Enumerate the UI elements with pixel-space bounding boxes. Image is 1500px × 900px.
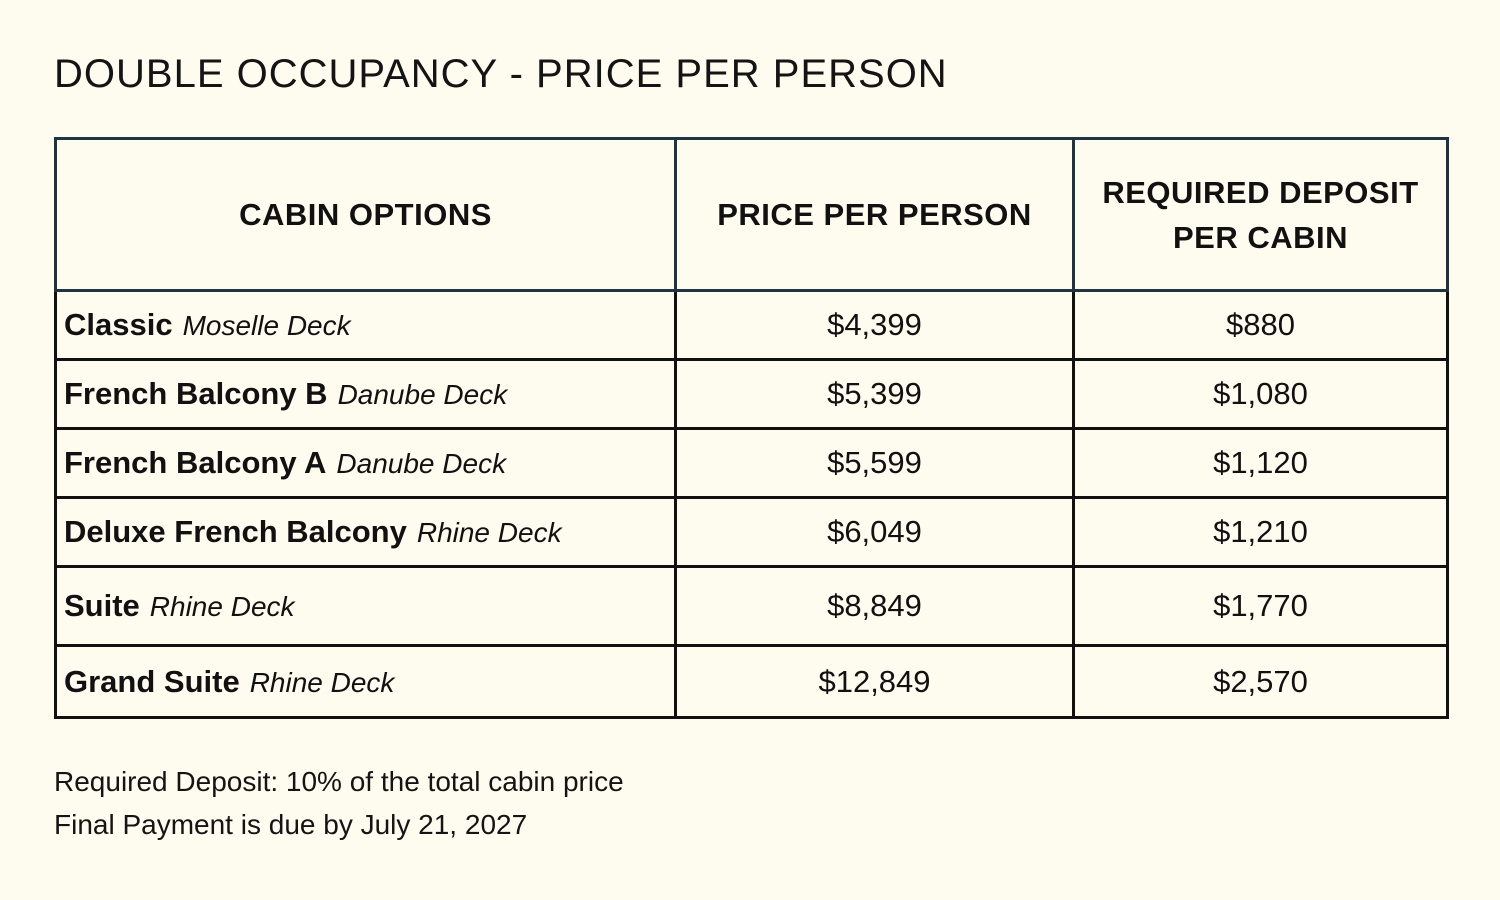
price-cell: $4,399 bbox=[674, 289, 1075, 361]
footnotes: Required Deposit: 10% of the total cabin… bbox=[54, 760, 624, 846]
table-header-row: CABIN OPTIONS PRICE PER PERSON REQUIRED … bbox=[54, 137, 1449, 292]
deposit-note: Required Deposit: 10% of the total cabin… bbox=[54, 766, 624, 797]
cabin-cell: French Balcony B Danube Deck bbox=[54, 358, 677, 430]
deposit-cell: $1,120 bbox=[1072, 427, 1449, 499]
header-required-deposit: REQUIRED DEPOSIT PER CABIN bbox=[1072, 137, 1449, 292]
cabin-name: French Balcony A bbox=[64, 445, 327, 480]
cabin-cell: Suite Rhine Deck bbox=[54, 565, 677, 647]
deck-name: Rhine Deck bbox=[149, 591, 295, 622]
cabin-cell: Grand Suite Rhine Deck bbox=[54, 644, 677, 719]
cabin-cell: French Balcony A Danube Deck bbox=[54, 427, 677, 499]
header-deposit-line-1: REQUIRED DEPOSIT bbox=[1102, 174, 1419, 210]
table-row: French Balcony A Danube Deck $5,599 $1,12… bbox=[54, 427, 1449, 499]
cabin-name: Classic bbox=[64, 307, 173, 342]
header-deposit-line-2: PER CABIN bbox=[1172, 219, 1348, 255]
price-cell: $5,399 bbox=[674, 358, 1075, 430]
price-cell: $8,849 bbox=[674, 565, 1075, 647]
table-row: Grand Suite Rhine Deck $12,849 $2,570 bbox=[54, 644, 1449, 719]
cabin-cell: Classic Moselle Deck bbox=[54, 289, 677, 361]
page-title: DOUBLE OCCUPANCY - PRICE PER PERSON bbox=[54, 52, 948, 96]
deck-name: Danube Deck bbox=[337, 379, 508, 410]
cabin-cell: Deluxe French Balcony Rhine Deck bbox=[54, 496, 677, 568]
deposit-cell: $2,570 bbox=[1072, 644, 1449, 719]
deck-name: Moselle Deck bbox=[182, 310, 351, 341]
header-cabin-options: CABIN OPTIONS bbox=[54, 137, 677, 292]
deck-name: Rhine Deck bbox=[416, 517, 562, 548]
table-row: French Balcony B Danube Deck $5,399 $1,08… bbox=[54, 358, 1449, 430]
deposit-cell: $1,210 bbox=[1072, 496, 1449, 568]
cabin-name: Grand Suite bbox=[64, 663, 240, 699]
pricing-table: CABIN OPTIONS PRICE PER PERSON REQUIRED … bbox=[54, 137, 1449, 719]
price-cell: $5,599 bbox=[674, 427, 1075, 499]
payment-note: Final Payment is due by July 21, 2027 bbox=[54, 809, 528, 840]
header-price-per-person: PRICE PER PERSON bbox=[674, 137, 1075, 292]
price-cell: $12,849 bbox=[674, 644, 1075, 719]
deck-name: Danube Deck bbox=[336, 448, 507, 479]
deck-name: Rhine Deck bbox=[249, 666, 395, 698]
cabin-name: Deluxe French Balcony bbox=[64, 514, 407, 549]
deposit-cell: $880 bbox=[1072, 289, 1449, 361]
price-cell: $6,049 bbox=[674, 496, 1075, 568]
table-row: Classic Moselle Deck $4,399 $880 bbox=[54, 289, 1449, 361]
table-row: Suite Rhine Deck $8,849 $1,770 bbox=[54, 565, 1449, 647]
cabin-name: French Balcony B bbox=[64, 376, 328, 411]
table-row: Deluxe French Balcony Rhine Deck $6,049 $… bbox=[54, 496, 1449, 568]
deposit-cell: $1,770 bbox=[1072, 565, 1449, 647]
cabin-name: Suite bbox=[64, 588, 140, 623]
deposit-cell: $1,080 bbox=[1072, 358, 1449, 430]
